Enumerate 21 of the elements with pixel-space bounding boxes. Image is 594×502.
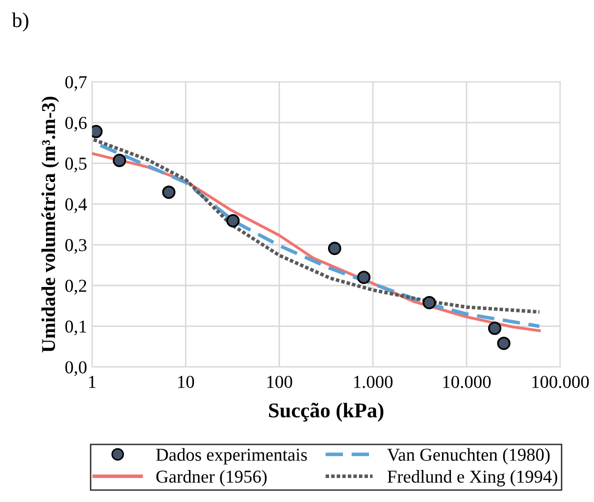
y-tick-label: 0,5	[65, 158, 87, 172]
y-tick-label: 0,1	[65, 320, 86, 336]
y-axis-title: Umidade volumétrica (m³.m-3)	[41, 96, 60, 352]
y-tick-label: 0,4	[65, 198, 87, 214]
y-tick-label: 0,2	[65, 280, 86, 295]
x-tick-label: 10	[178, 376, 194, 388]
legend-label: Fredlund e Xing (1994)	[388, 470, 558, 486]
y-tick-label: 0,6	[65, 116, 87, 132]
legend-label: Dados experimentais	[156, 448, 307, 465]
text: b)	[12, 12, 28, 32]
x-tick-label: 10.000	[443, 376, 491, 388]
x-axis-title: Sucção (kPa)	[269, 402, 384, 422]
legend-label: Gardner (1956)	[156, 470, 267, 486]
y-tick-label: 0,0	[65, 361, 87, 376]
y-tick-label: 0,7	[65, 76, 87, 91]
x-tick-label: 1	[89, 376, 96, 388]
x-tick-label: 1.000	[354, 376, 393, 388]
legend-label: Van Genuchten (1980)	[387, 448, 550, 465]
x-tick-label: 100.000	[532, 376, 589, 388]
x-tick-label: 100	[267, 376, 292, 388]
y-tick-label: 0,3	[65, 239, 87, 254]
